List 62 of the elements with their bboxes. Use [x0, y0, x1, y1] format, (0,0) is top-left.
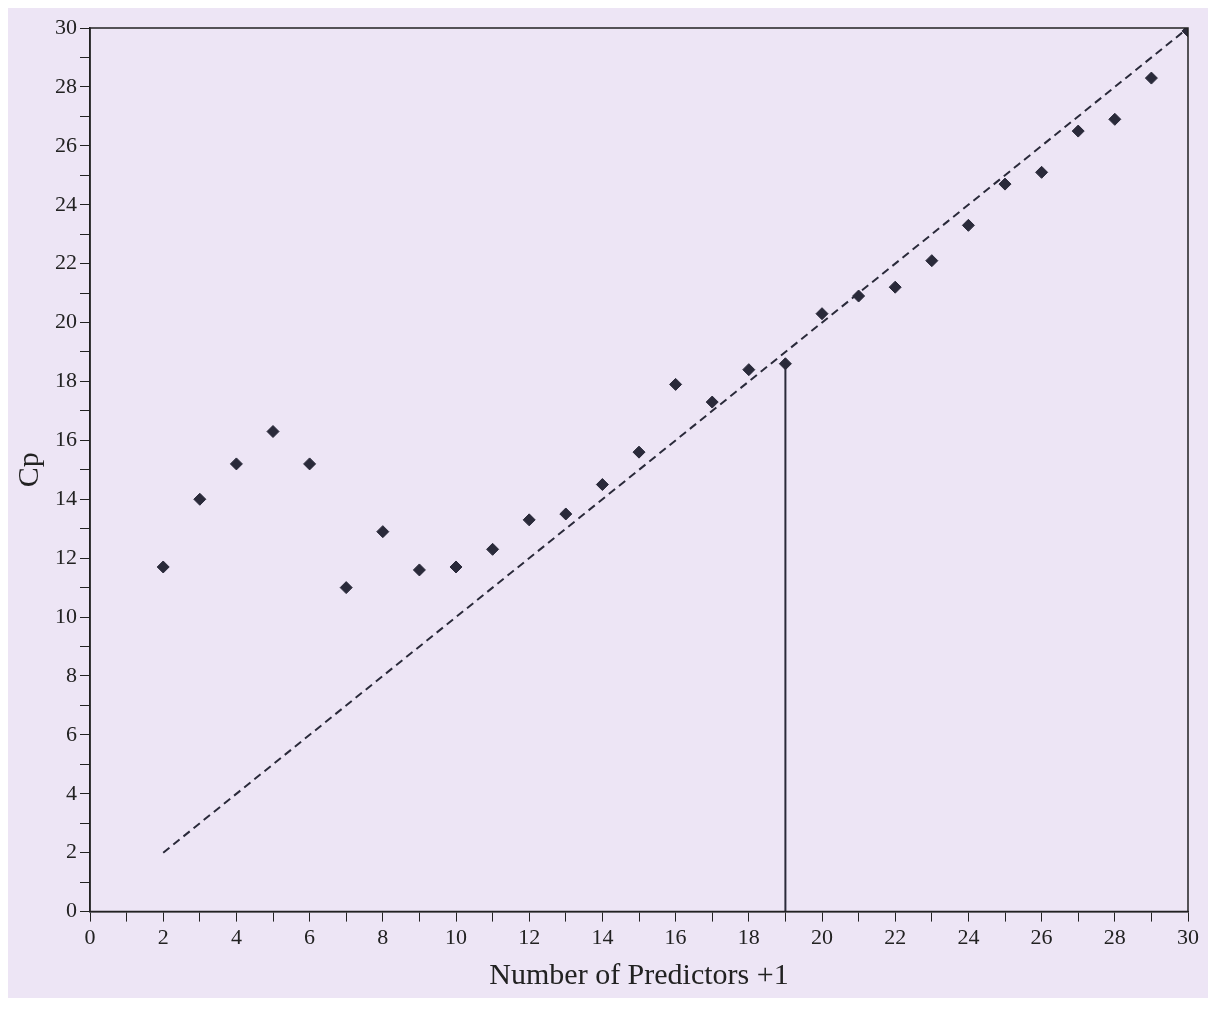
point [1108, 112, 1122, 126]
x-tick-label: 2 [157, 923, 169, 949]
y-tick-label: 4 [66, 779, 77, 805]
x-tick-label: 8 [377, 923, 389, 949]
x-axis-title: Number of Predictors +1 [489, 956, 789, 990]
x-tick-label: 22 [884, 923, 907, 949]
x-tick-label: 6 [304, 923, 316, 949]
y-tick-label: 6 [66, 720, 77, 746]
point [559, 507, 573, 521]
point [339, 581, 353, 595]
y-tick-label: 16 [55, 426, 77, 452]
y-tick-label: 22 [55, 249, 77, 275]
point [303, 457, 317, 471]
y-tick-label: 24 [55, 190, 77, 216]
y-tick-label: 0 [66, 897, 77, 923]
point [376, 525, 390, 539]
x-tick-label: 14 [591, 923, 614, 949]
x-tick-label: 24 [957, 923, 980, 949]
x-tick-label: 28 [1103, 923, 1126, 949]
y-tick-label: 30 [55, 13, 77, 39]
x-tick-label: 26 [1030, 923, 1053, 949]
y-tick-label: 12 [55, 543, 77, 569]
point [742, 363, 756, 377]
x-tick-label: 10 [445, 923, 467, 949]
y-tick-label: 14 [55, 485, 77, 511]
point [449, 560, 463, 574]
point [632, 445, 646, 459]
x-tick-label: 20 [811, 923, 833, 949]
point [412, 563, 426, 577]
point [888, 280, 902, 294]
point [961, 218, 975, 232]
point [778, 357, 792, 371]
y-tick-label: 20 [55, 308, 77, 334]
point [815, 307, 829, 321]
y-axis-title: Cp [10, 452, 44, 488]
point [595, 478, 609, 492]
point [156, 560, 170, 574]
point [998, 177, 1012, 191]
point [1071, 124, 1085, 138]
x-tick-label: 30 [1177, 923, 1199, 949]
y-tick-label: 10 [55, 602, 77, 628]
point [522, 513, 536, 527]
point [1035, 165, 1049, 179]
point [925, 254, 939, 268]
point [266, 425, 280, 439]
y-tick-label: 28 [55, 72, 77, 98]
point [669, 377, 683, 391]
y-tick-label: 8 [66, 661, 77, 687]
point [852, 289, 866, 303]
point [486, 542, 500, 556]
point [1144, 71, 1158, 85]
y-tick-label: 26 [55, 131, 77, 157]
x-tick-label: 18 [737, 923, 760, 949]
y-tick-label: 18 [55, 367, 77, 393]
x-tick-label: 4 [230, 923, 242, 949]
x-tick-label: 0 [84, 923, 96, 949]
point [193, 492, 207, 506]
x-tick-label: 12 [518, 923, 541, 949]
x-tick-label: 16 [664, 923, 687, 949]
point [229, 457, 243, 471]
point [705, 395, 719, 409]
y-tick-label: 2 [66, 838, 77, 864]
